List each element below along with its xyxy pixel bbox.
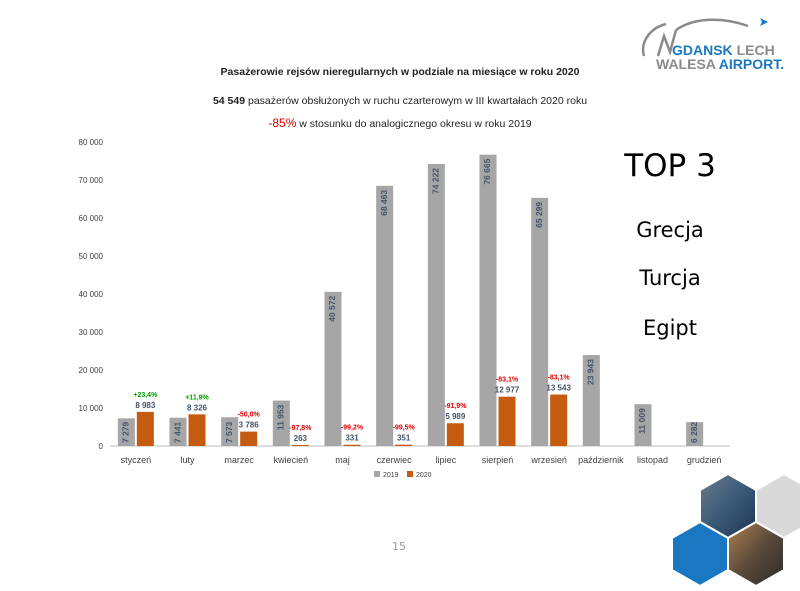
x-tick-label: marzec xyxy=(224,455,254,465)
data-label-2019: 7 441 xyxy=(172,421,182,443)
bar-2019 xyxy=(531,197,549,446)
bar-2020 xyxy=(395,444,413,446)
change-line: -85% w stosunku do analogicznego okresu … xyxy=(0,116,800,130)
x-tick-label: listopad xyxy=(637,455,668,465)
page-number: 15 xyxy=(392,540,406,553)
change-label: -83,1% xyxy=(496,377,519,384)
change-label: -99,2% xyxy=(341,425,364,432)
legend-swatch-2019 xyxy=(374,471,380,477)
bar-2020 xyxy=(188,414,206,446)
logo-line-2: WALESA AIRPORT. xyxy=(656,56,785,72)
data-label-2020: 3 786 xyxy=(239,421,260,430)
data-label-2019: 7 279 xyxy=(121,421,131,443)
y-tick-label: 0 xyxy=(99,442,104,451)
change-label: -83,1% xyxy=(548,375,571,382)
change-value: -85% xyxy=(268,116,297,130)
legend-label-2020: 2020 xyxy=(416,472,432,479)
top3-item-3: Egipt xyxy=(643,316,697,340)
bar-2020 xyxy=(291,445,309,446)
bar-2020 xyxy=(498,396,516,446)
y-tick-label: 20 000 xyxy=(79,366,104,375)
data-label-2020: 5 989 xyxy=(445,412,466,421)
x-tick-label: sierpień xyxy=(482,455,514,465)
data-label-2019: 65 299 xyxy=(534,202,544,228)
top3-item-1: Grecja xyxy=(636,218,704,242)
y-tick-label: 80 000 xyxy=(79,138,104,147)
data-label-2019: 68 463 xyxy=(379,190,389,216)
y-tick-label: 40 000 xyxy=(79,290,104,299)
bar-2020 xyxy=(446,423,464,446)
data-label-2020: 351 xyxy=(397,434,411,443)
data-label-2020: 12 977 xyxy=(495,386,520,395)
data-label-2019: 76 665 xyxy=(482,158,492,184)
change-label: -99,5% xyxy=(393,425,416,432)
y-tick-label: 60 000 xyxy=(79,214,104,223)
data-label-2020: 8 983 xyxy=(135,401,156,410)
summary-line: 54 549 pasażerów obsłużonych w ruchu cza… xyxy=(0,95,800,107)
bar-2020 xyxy=(240,431,258,446)
x-tick-label: maj xyxy=(335,455,350,465)
bar-2020 xyxy=(343,444,361,446)
bar-2019 xyxy=(272,400,290,446)
x-tick-label: grudzień xyxy=(687,455,722,465)
airport-logo: GDANSK LECH WALESA AIRPORT. xyxy=(636,12,786,72)
bar-2019 xyxy=(324,291,342,446)
bar-2019 xyxy=(169,417,187,446)
bar-2019 xyxy=(221,417,239,446)
change-label: -50,0% xyxy=(238,412,261,419)
hexagon-photo-roof xyxy=(727,520,785,588)
x-tick-label: kwiecień xyxy=(274,455,309,465)
airport-logo-icon xyxy=(641,18,768,57)
bar-2019 xyxy=(117,418,135,446)
y-tick-label: 10 000 xyxy=(79,404,104,413)
data-label-2019: 40 572 xyxy=(327,296,337,322)
x-tick-label: styczeń xyxy=(121,455,152,465)
data-label-2019: 11 953 xyxy=(276,404,286,430)
bar-2019 xyxy=(427,163,445,446)
data-label-2019: 74 222 xyxy=(431,168,441,194)
data-label-2019: 7 573 xyxy=(224,421,234,443)
x-tick-label: październik xyxy=(578,455,624,465)
data-label-2019: 6 282 xyxy=(689,421,699,443)
bar-2019 xyxy=(376,185,394,446)
top3-item-2: Turcja xyxy=(639,266,701,290)
change-text: w stosunku do analogicznego okresu w rok… xyxy=(296,118,532,130)
legend-label-2019: 2019 xyxy=(383,472,399,479)
y-tick-label: 30 000 xyxy=(79,328,104,337)
y-tick-label: 70 000 xyxy=(79,176,104,185)
data-label-2020: 331 xyxy=(345,434,359,443)
change-label: -91,9% xyxy=(444,403,467,410)
chart-title: Pasażerowie rejsów nieregularnych w podz… xyxy=(220,66,580,78)
data-label-2020: 13 543 xyxy=(546,384,571,393)
bar-2019 xyxy=(582,355,600,446)
bar-2020 xyxy=(550,394,568,446)
summary-number: 54 549 xyxy=(212,95,246,107)
change-label: -97,8% xyxy=(289,425,312,432)
bar-2019 xyxy=(634,404,652,446)
data-label-2019: 23 943 xyxy=(586,359,596,385)
summary-text: pasażerów obsłużonych w ruchu czarterowy… xyxy=(245,95,588,107)
bar-chart: 0 10 000 20 000 30 000 40 000 50 000 60 000 70 … xyxy=(79,138,730,479)
data-label-2020: 263 xyxy=(294,434,308,443)
change-label: +23,4% xyxy=(133,392,158,399)
x-tick-label: wrzesień xyxy=(530,455,567,465)
bar-2020 xyxy=(136,411,154,446)
y-tick-label: 50 000 xyxy=(79,252,104,261)
x-tick-label: czerwiec xyxy=(377,455,413,465)
legend-swatch-2020 xyxy=(407,471,413,477)
x-tick-label: lipiec xyxy=(436,455,457,465)
logo-line-1: GDANSK LECH xyxy=(672,42,775,58)
x-tick-label: luty xyxy=(180,455,195,465)
data-label-2020: 8 326 xyxy=(187,403,208,412)
bar-2019 xyxy=(479,154,497,446)
top3-heading: TOP 3 xyxy=(624,148,716,184)
data-label-2019: 11 009 xyxy=(637,408,647,434)
change-label: +11,9% xyxy=(185,394,209,401)
bar-2019 xyxy=(686,422,704,446)
